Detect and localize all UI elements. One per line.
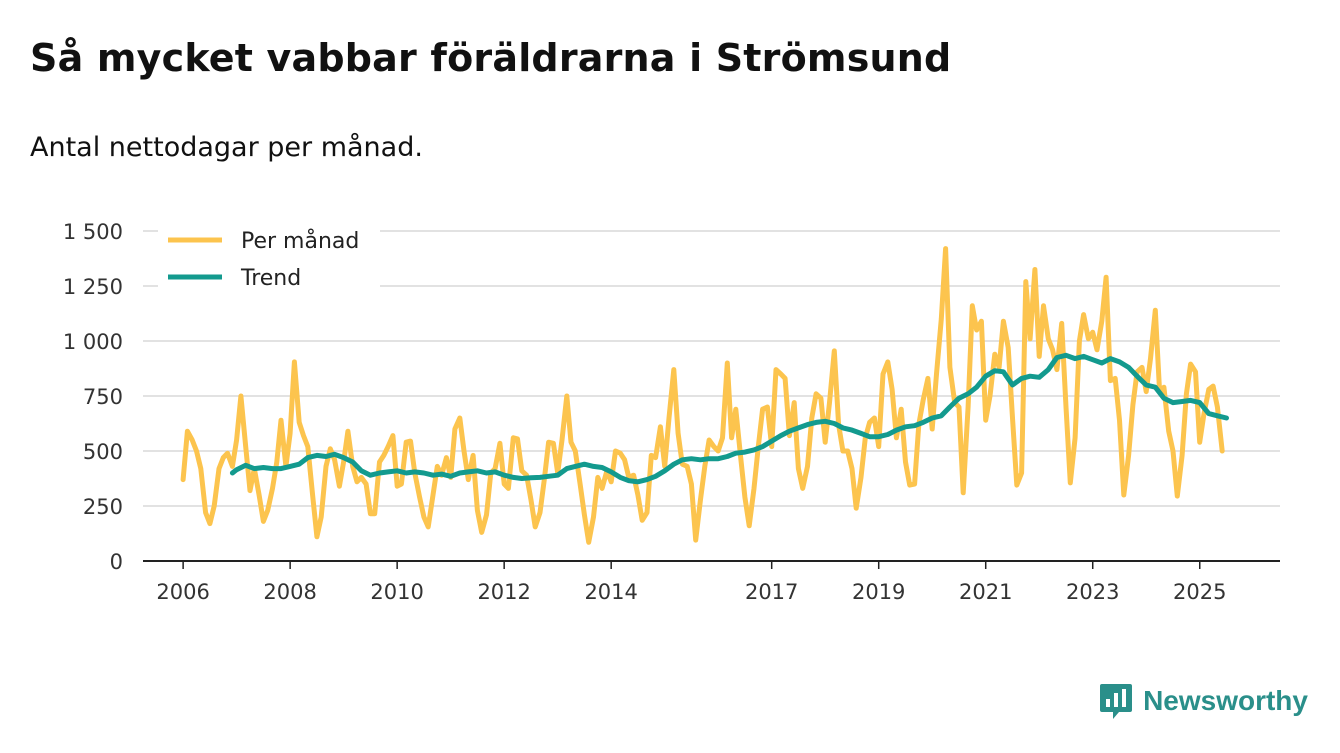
y-axis-ticks: 0 250 500 750 1 000 1 250 1 500 — [63, 220, 123, 574]
brand-name: Newsworthy — [1143, 685, 1308, 716]
y-tick-label: 1 000 — [63, 330, 123, 354]
series-line-trend — [229, 352, 1229, 485]
x-tick-label: 2021 — [959, 580, 1012, 604]
y-tick-label: 500 — [83, 440, 123, 464]
x-axis-ticks: 2006 2008 2010 2012 2014 2017 2019 2021 2023 2025 — [156, 561, 1226, 604]
brand-logo: Newsworthy — [1099, 682, 1308, 720]
x-tick-label: 2019 — [852, 580, 905, 604]
legend: Per månad Trend — [158, 222, 380, 291]
y-tick-label: 750 — [83, 385, 123, 409]
x-tick-label: 2006 — [156, 580, 209, 604]
y-tick-label: 1 500 — [63, 220, 123, 244]
chart-title: Så mycket vabbar föräldrarna i Strömsund — [30, 36, 952, 80]
x-tick-label: 2010 — [370, 580, 423, 604]
x-tick-label: 2023 — [1066, 580, 1119, 604]
newsworthy-logo-icon — [1100, 684, 1133, 719]
series-line-per-manad — [180, 246, 1225, 545]
x-tick-label: 2012 — [477, 580, 530, 604]
y-tick-label: 0 — [110, 550, 123, 574]
legend-label-trend: Trend — [240, 266, 301, 291]
y-tick-label: 1 250 — [63, 275, 123, 299]
series-lines — [180, 246, 1229, 545]
x-tick-label: 2008 — [263, 580, 316, 604]
chart-subtitle: Antal nettodagar per månad. — [30, 132, 423, 163]
x-tick-label: 2017 — [745, 580, 798, 604]
x-tick-label: 2025 — [1173, 580, 1226, 604]
y-tick-label: 250 — [83, 495, 123, 519]
x-tick-label: 2014 — [584, 580, 637, 604]
legend-label-per-manad: Per månad — [241, 228, 359, 254]
